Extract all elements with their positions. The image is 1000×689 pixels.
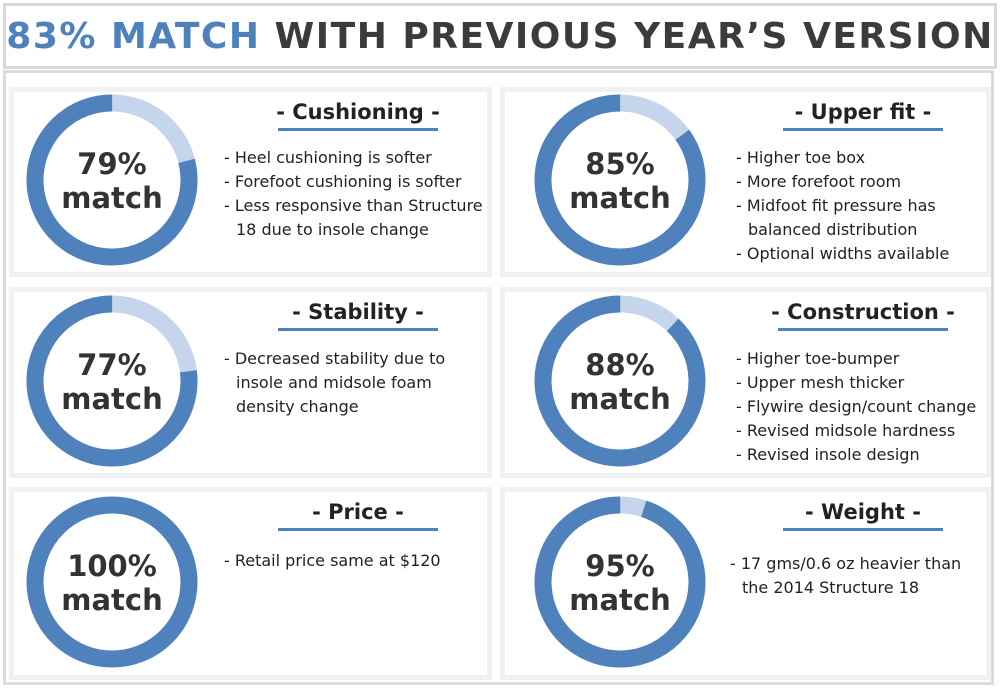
metric-bullet-item: - Higher toe box xyxy=(736,148,866,167)
metric-heading-text: - Weight - xyxy=(805,500,921,524)
metric-bullet-item: - Retail price same at $120 xyxy=(224,551,441,570)
metric-bullet-list: - Heel cushioning is softer - Forefoot cu… xyxy=(224,146,486,242)
metric-bullet-item: - More forefoot room xyxy=(736,172,902,191)
metric-bullet-list: - 17 gms/0.6 oz heavier than the 2014 St… xyxy=(730,552,982,600)
metric-heading-text: - Construction - xyxy=(771,300,955,324)
match-percent-label: 77% xyxy=(77,348,146,382)
metric-heading-text: - Stability - xyxy=(292,300,424,324)
heading-underline xyxy=(783,128,943,131)
metric-bullet-list: - Higher toe-bumper - Upper mesh thicker -… xyxy=(736,347,988,467)
metric-bullet-item: - 17 gms/0.6 oz heavier than the 2014 St… xyxy=(730,554,962,597)
metric-bullet-item: - Less responsive than Structure 18 due … xyxy=(224,196,483,239)
donut-match-segment xyxy=(534,496,706,667)
title-accent: 83% MATCH xyxy=(6,15,261,57)
metric-heading: - Stability - xyxy=(248,300,468,331)
title-rest: WITH PREVIOUS YEAR’S VERSION xyxy=(274,15,994,57)
metric-heading: - Upper fit - xyxy=(753,100,973,131)
heading-underline xyxy=(278,528,438,531)
metric-heading-text: - Price - xyxy=(312,500,404,524)
match-percent-label: 85% xyxy=(585,147,654,181)
metric-heading: - Cushioning - xyxy=(248,100,468,131)
metric-heading-text: - Upper fit - xyxy=(794,100,932,124)
match-donut-chart: 79%match xyxy=(26,94,198,266)
metric-card xyxy=(14,92,487,272)
metric-bullet-item: - Flywire design/count change xyxy=(736,397,977,416)
heading-underline xyxy=(778,328,948,331)
match-word-label: match xyxy=(61,583,163,617)
match-donut-chart: 85%match xyxy=(534,94,706,266)
page-title: 83% MATCH WITH PREVIOUS YEAR’S VERSION xyxy=(6,16,993,57)
match-donut-chart: 95%match xyxy=(534,496,706,667)
metric-heading: - Construction - xyxy=(753,300,973,331)
donut-match-segment xyxy=(534,94,706,266)
match-donut-chart: 88%match xyxy=(534,295,706,466)
match-word-label: match xyxy=(61,181,163,215)
match-percent-label: 79% xyxy=(77,147,146,181)
donut-match-segment xyxy=(534,295,706,466)
heading-underline xyxy=(783,528,943,531)
title-banner: 83% MATCH WITH PREVIOUS YEAR’S VERSION xyxy=(3,3,997,69)
metric-bullet-item: - Upper mesh thicker xyxy=(736,373,905,392)
metric-bullet-item: - Revised insole design xyxy=(736,445,920,464)
heading-underline xyxy=(278,328,438,331)
metric-bullet-item: - Revised midsole hardness xyxy=(736,421,956,440)
metric-bullet-item: - Higher toe-bumper xyxy=(736,349,900,368)
metric-heading-text: - Cushioning - xyxy=(276,100,440,124)
match-percent-label: 95% xyxy=(585,549,654,583)
match-donut-chart: 100%match xyxy=(26,496,198,667)
metric-bullet-item: - Decreased stability due to insole and … xyxy=(224,349,446,416)
donut-match-segment xyxy=(26,94,198,266)
heading-underline xyxy=(278,128,438,131)
metric-bullet-item: - Midfoot fit pressure has balanced dist… xyxy=(736,196,936,239)
match-word-label: match xyxy=(569,583,671,617)
metric-bullet-item: - Forefoot cushioning is softer xyxy=(224,172,462,191)
match-percent-label: 88% xyxy=(585,348,654,382)
metric-bullet-list: - Decreased stability due to insole and … xyxy=(224,347,486,419)
metric-bullet-item: - Heel cushioning is softer xyxy=(224,148,432,167)
match-word-label: match xyxy=(569,382,671,416)
match-word-label: match xyxy=(61,382,163,416)
match-percent-label: 100% xyxy=(67,549,157,583)
match-donut-chart: 77%match xyxy=(26,295,198,466)
donut-match-segment xyxy=(26,496,198,667)
metric-card xyxy=(14,492,487,675)
metric-bullet-item: - Optional widths available xyxy=(736,244,950,263)
metric-bullet-list: - Higher toe box - More forefoot room - Mi… xyxy=(736,146,988,266)
match-word-label: match xyxy=(569,181,671,215)
metric-heading: - Weight - xyxy=(753,500,973,531)
metric-card xyxy=(14,292,487,473)
metric-bullet-list: - Retail price same at $120 xyxy=(224,549,486,573)
metric-heading: - Price - xyxy=(248,500,468,531)
